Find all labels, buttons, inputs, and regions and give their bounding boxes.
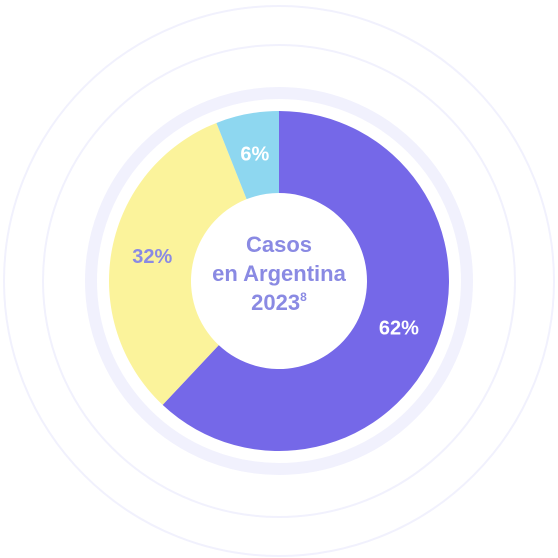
chart-title-footnote: 8 (300, 290, 307, 304)
background-rings (3, 5, 555, 557)
background-ring-1 (3, 5, 555, 557)
donut-slice-1 (162, 111, 450, 451)
chart-title-line-3: 20238 (189, 288, 369, 317)
chart-title-line-1: Casos (245, 232, 313, 257)
slice-label-2: 32% (132, 246, 172, 268)
chart-title-line-2: en Argentina (212, 261, 346, 286)
chart-title: Casos en Argentina 20238 (189, 230, 369, 317)
slice-label-1: 62% (379, 317, 419, 339)
background-ring-2 (42, 44, 516, 518)
donut-slice-2 (108, 122, 247, 405)
donut-slices (108, 111, 450, 451)
chart-title-year: 2023 (251, 290, 301, 315)
slice-labels: 62% 32% 6% (132, 143, 419, 339)
background-ring-3 (85, 87, 473, 475)
donut-slice-3 (216, 111, 279, 200)
slice-label-3: 6% (240, 143, 269, 165)
